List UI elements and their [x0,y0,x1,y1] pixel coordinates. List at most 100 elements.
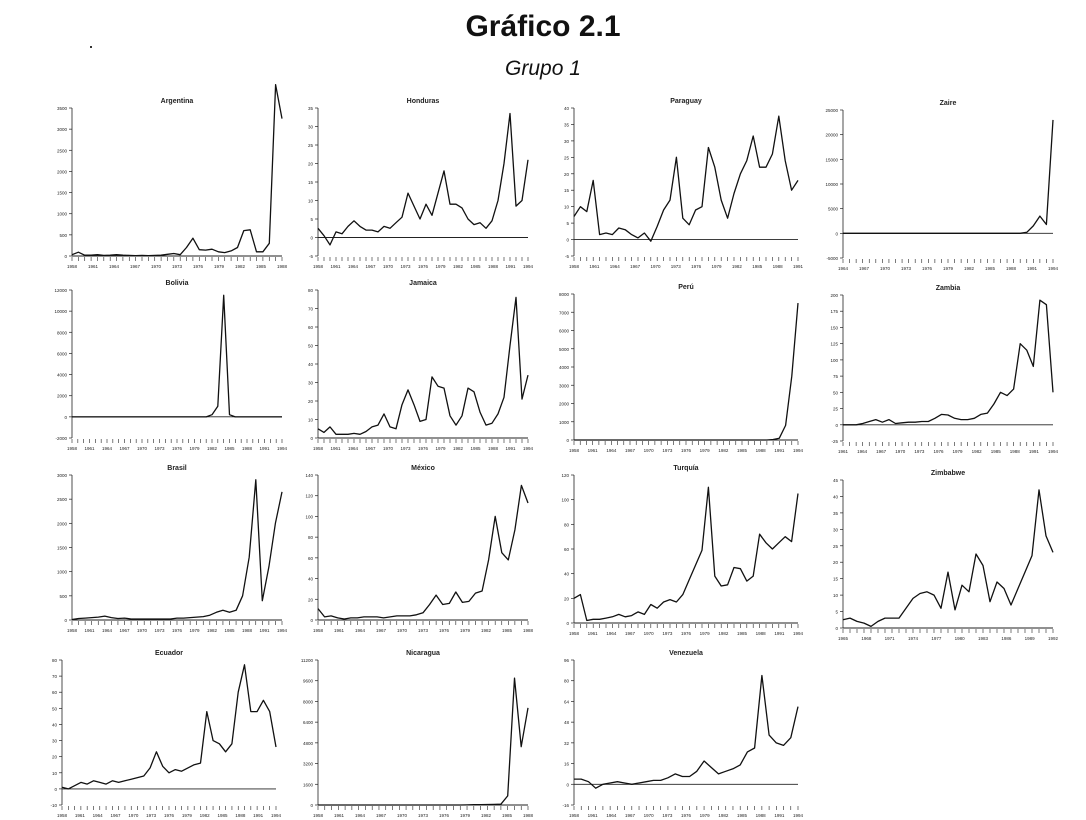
y-tick-label: -25 [831,439,838,444]
y-tick-label: 120 [305,494,313,499]
y-tick-label: 25 [833,544,839,549]
x-tick-label: 1976 [933,449,944,454]
x-tick-label: 1991 [505,264,516,269]
x-tick-label: 1961 [330,264,341,269]
x-tick-label: 1976 [439,813,450,818]
x-tick-label: 1970 [128,813,139,818]
x-tick-label: 1985 [470,446,481,451]
y-tick-label: 60 [308,556,314,561]
x-tick-label: 1991 [253,813,264,818]
x-tick-label: 1964 [606,448,617,453]
y-tick-label: 3000 [559,383,570,388]
x-tick-label: 1964 [348,264,359,269]
x-tick-label: 1988 [235,813,246,818]
x-tick-label: 1973 [418,628,429,633]
chart-title: Ecuador [155,650,183,657]
figure-title: Gráfico 2.1 [465,10,621,43]
series-line [318,677,529,806]
x-tick-label: 1958 [313,813,324,818]
x-tick-label: 1988 [523,628,534,633]
y-tick-label: 500 [59,594,67,599]
chart-bolivia: Bolivia -2000 0 2000 4000 6000 8000 10000 12000 1… [54,280,287,451]
x-tick-label: 1971 [885,636,896,641]
x-tick-label: 1994 [793,813,804,818]
x-tick-label: 1976 [172,628,183,633]
x-tick-label: 1970 [383,446,394,451]
y-tick-label: 10 [308,418,314,423]
chart-title: Bolivia [166,280,189,287]
chart-argentina: Argentina 0 500 1000 1500 2000 2500 3000 3500 195… [57,84,288,269]
y-tick-label: 5 [310,217,313,222]
y-tick-label: 100 [561,498,569,503]
x-tick-label: 1961 [84,628,95,633]
x-tick-label: 1970 [644,631,655,636]
x-tick-label: 1964 [102,628,113,633]
y-tick-label: 40 [833,494,839,499]
x-tick-label: 1985 [502,813,513,818]
y-tick-label: 80 [564,522,570,527]
x-tick-label: 1988 [773,264,784,269]
x-tick-label: 1976 [439,628,450,633]
x-tick-label: 1973 [146,813,157,818]
y-tick-label: 20 [564,596,570,601]
x-tick-label: 1982 [207,628,218,633]
x-tick-label: 1973 [662,813,673,818]
x-tick-label: 1961 [589,264,600,269]
y-tick-label: 80 [308,288,314,293]
series-line [574,674,799,789]
y-tick-label: -5 [309,254,313,259]
x-tick-label: 1991 [505,446,516,451]
y-tick-label: 2000 [57,521,68,526]
y-tick-label: 70 [52,674,58,679]
y-tick-label: 9600 [303,679,314,684]
y-tick-label: 35 [833,511,839,516]
x-tick-label: 1964 [93,813,104,818]
x-tick-label: 1970 [880,266,891,271]
x-tick-label: 1976 [164,813,175,818]
x-tick-label: 1967 [876,449,887,454]
x-tick-label: 1988 [488,446,499,451]
chart-title: Perú [678,284,694,291]
y-tick-label: 40 [308,577,314,582]
x-tick-label: 1985 [991,449,1002,454]
chart-title: Zaire [940,100,957,107]
figure-subtitle: Grupo 1 [505,57,581,80]
y-tick-label: 3500 [57,106,68,111]
x-tick-label: 1961 [588,631,599,636]
y-tick-label: 20 [308,399,314,404]
x-tick-label: 1973 [901,266,912,271]
y-tick-label: 20000 [825,133,838,138]
x-tick-label: 1961 [838,449,849,454]
series-line [843,299,1054,426]
chart-zimbabwe: Zimbabwe 0 5 10 15 20 25 30 35 40 45 1965 1968 1971 19… [833,470,1059,641]
y-tick-label: 0 [835,231,838,236]
x-tick-label: 1970 [397,813,408,818]
y-tick-label: 2500 [57,148,68,153]
x-tick-label: 1988 [277,264,288,269]
x-tick-label: 1979 [435,446,446,451]
x-tick-label: 1973 [400,264,411,269]
x-tick-label: 1994 [1048,266,1059,271]
x-tick-label: 1977 [931,636,942,641]
x-tick-label: 1973 [418,813,429,818]
x-tick-label: 1967 [625,813,636,818]
x-tick-label: 1976 [691,264,702,269]
y-tick-label: 0 [835,626,838,631]
x-tick-label: 1988 [242,628,253,633]
y-tick-label: 80 [52,658,58,663]
x-tick-label: 1967 [376,628,387,633]
x-tick-label: 1991 [774,448,785,453]
y-tick-label: 0 [566,238,569,243]
y-tick-label: 120 [561,473,569,478]
y-tick-label: 2000 [57,394,68,399]
x-tick-label: 1994 [793,631,804,636]
x-tick-label: 1991 [1027,266,1038,271]
y-tick-label: 35 [308,106,314,111]
x-tick-label: 1982 [481,813,492,818]
x-tick-label: 1976 [681,813,692,818]
chart-paraguay: Paraguay -5 0 5 10 15 20 25 30 35 40 1958 1961 1964 19… [564,98,804,269]
y-tick-label: 0 [310,803,313,808]
x-tick-label: 1970 [151,264,162,269]
x-tick-label: 1979 [214,264,225,269]
x-tick-label: 1967 [376,813,387,818]
